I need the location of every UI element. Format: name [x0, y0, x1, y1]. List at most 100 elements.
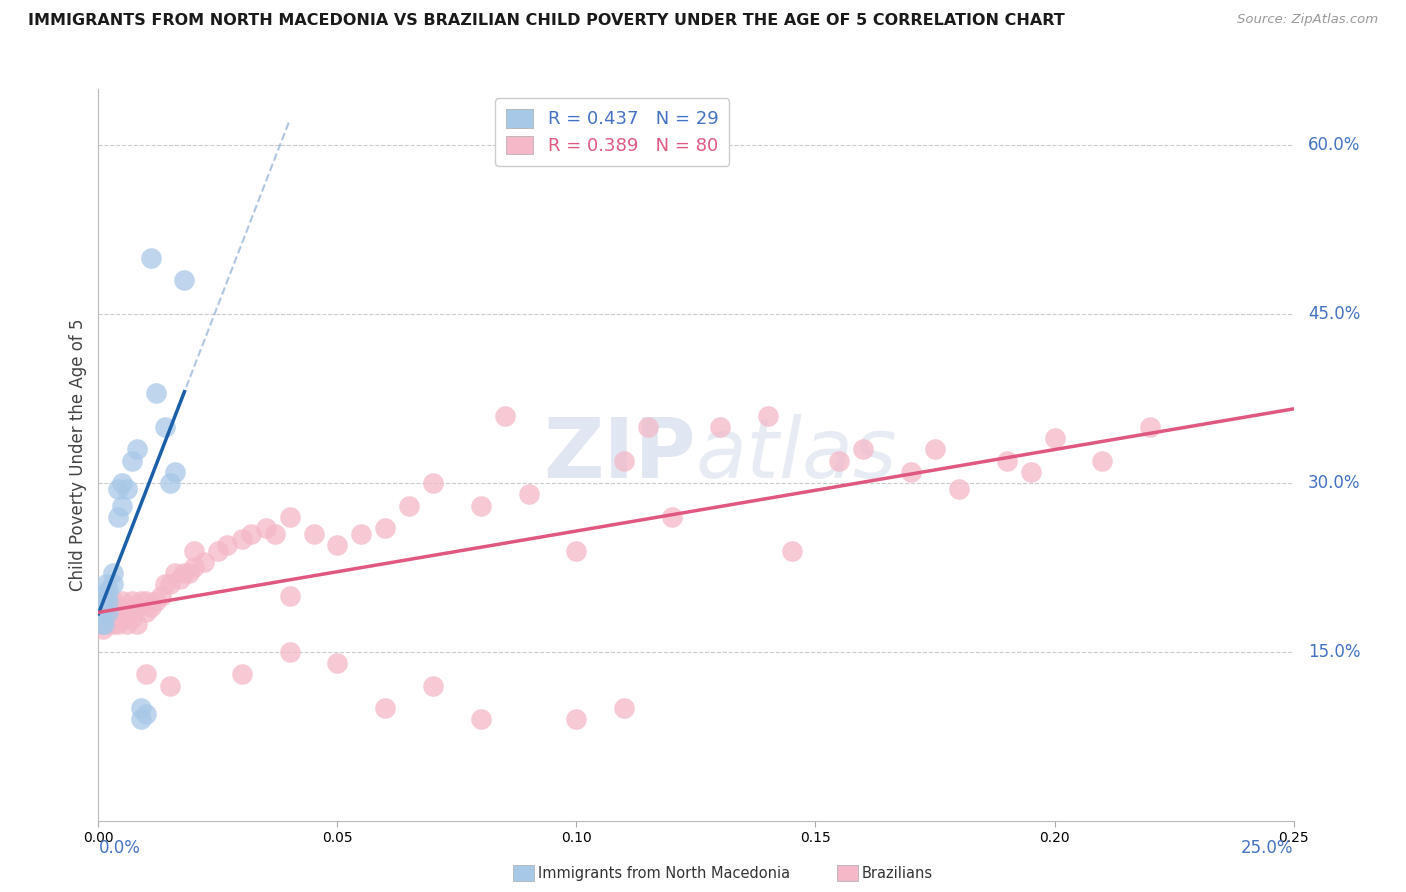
Point [613, 701, 636, 715]
Point [163, 566, 186, 580]
Point [115, 616, 138, 631]
Point [125, 442, 148, 457]
Point [107, 616, 129, 631]
Point [278, 589, 301, 603]
Point [1019, 465, 1042, 479]
Point [145, 594, 167, 608]
Point [565, 712, 588, 726]
Point [240, 526, 263, 541]
Point [169, 572, 191, 586]
Point [101, 594, 124, 608]
Point [231, 667, 253, 681]
Point [131, 701, 153, 715]
Text: 15.0%: 15.0% [1308, 643, 1361, 661]
Point [1139, 419, 1161, 434]
Point [93, 616, 115, 631]
Point [121, 594, 143, 608]
Point [111, 476, 134, 491]
Point [613, 453, 636, 467]
Point [183, 560, 205, 574]
Point [131, 712, 153, 726]
Point [145, 386, 167, 401]
Point [193, 555, 215, 569]
Point [135, 606, 157, 620]
Point [91, 589, 114, 603]
Point [326, 538, 349, 552]
Point [422, 679, 444, 693]
Point [470, 499, 492, 513]
Point [94, 611, 117, 625]
Point [900, 465, 922, 479]
Point [101, 577, 124, 591]
Point [135, 667, 157, 681]
Point [121, 453, 143, 467]
Point [374, 521, 396, 535]
Point [924, 442, 946, 457]
Point [494, 409, 516, 423]
Point [1091, 453, 1114, 467]
Point [159, 476, 181, 491]
Point [852, 442, 875, 457]
Point [111, 611, 134, 625]
Point [173, 273, 195, 287]
Point [374, 701, 396, 715]
Point [422, 476, 444, 491]
Point [398, 499, 420, 513]
Point [115, 606, 138, 620]
Point [97, 582, 120, 597]
Text: ZIP: ZIP [544, 415, 696, 495]
Point [155, 419, 177, 434]
Point [661, 509, 683, 524]
Text: Immigrants from North Macedonia: Immigrants from North Macedonia [538, 866, 790, 880]
Point [125, 616, 148, 631]
Point [828, 453, 851, 467]
Point [101, 606, 124, 620]
Point [350, 526, 373, 541]
Point [131, 594, 153, 608]
Point [91, 616, 114, 631]
Point [231, 533, 253, 547]
Point [139, 251, 162, 265]
Text: 60.0%: 60.0% [1308, 136, 1360, 154]
Point [97, 606, 120, 620]
Point [91, 594, 114, 608]
Point [97, 594, 120, 608]
Point [173, 566, 195, 580]
Point [107, 599, 129, 614]
Point [278, 509, 301, 524]
Point [179, 566, 201, 580]
Point [183, 543, 205, 558]
Point [709, 419, 731, 434]
Point [756, 409, 779, 423]
Point [565, 543, 588, 558]
Point [995, 453, 1018, 467]
Point [101, 566, 124, 580]
Point [101, 616, 124, 631]
Point [91, 616, 114, 631]
Point [207, 543, 229, 558]
Text: IMMIGRANTS FROM NORTH MACEDONIA VS BRAZILIAN CHILD POVERTY UNDER THE AGE OF 5 CO: IMMIGRANTS FROM NORTH MACEDONIA VS BRAZI… [28, 13, 1064, 29]
Text: 0.0%: 0.0% [98, 838, 141, 857]
Point [93, 616, 115, 631]
Point [111, 594, 134, 608]
Text: atlas: atlas [696, 415, 897, 495]
Text: 30.0%: 30.0% [1308, 474, 1361, 492]
Point [326, 656, 349, 670]
Point [93, 599, 115, 614]
Point [780, 543, 803, 558]
Point [91, 599, 114, 614]
Point [125, 599, 148, 614]
Point [637, 419, 659, 434]
Point [93, 594, 115, 608]
Text: 25.0%: 25.0% [1241, 838, 1294, 857]
Point [97, 616, 120, 631]
Point [163, 465, 186, 479]
Point [1043, 431, 1066, 445]
Point [94, 577, 117, 591]
Text: Source: ZipAtlas.com: Source: ZipAtlas.com [1237, 13, 1378, 27]
Point [107, 482, 129, 496]
Point [264, 526, 287, 541]
Point [135, 706, 157, 721]
Point [155, 577, 177, 591]
Point [159, 679, 181, 693]
